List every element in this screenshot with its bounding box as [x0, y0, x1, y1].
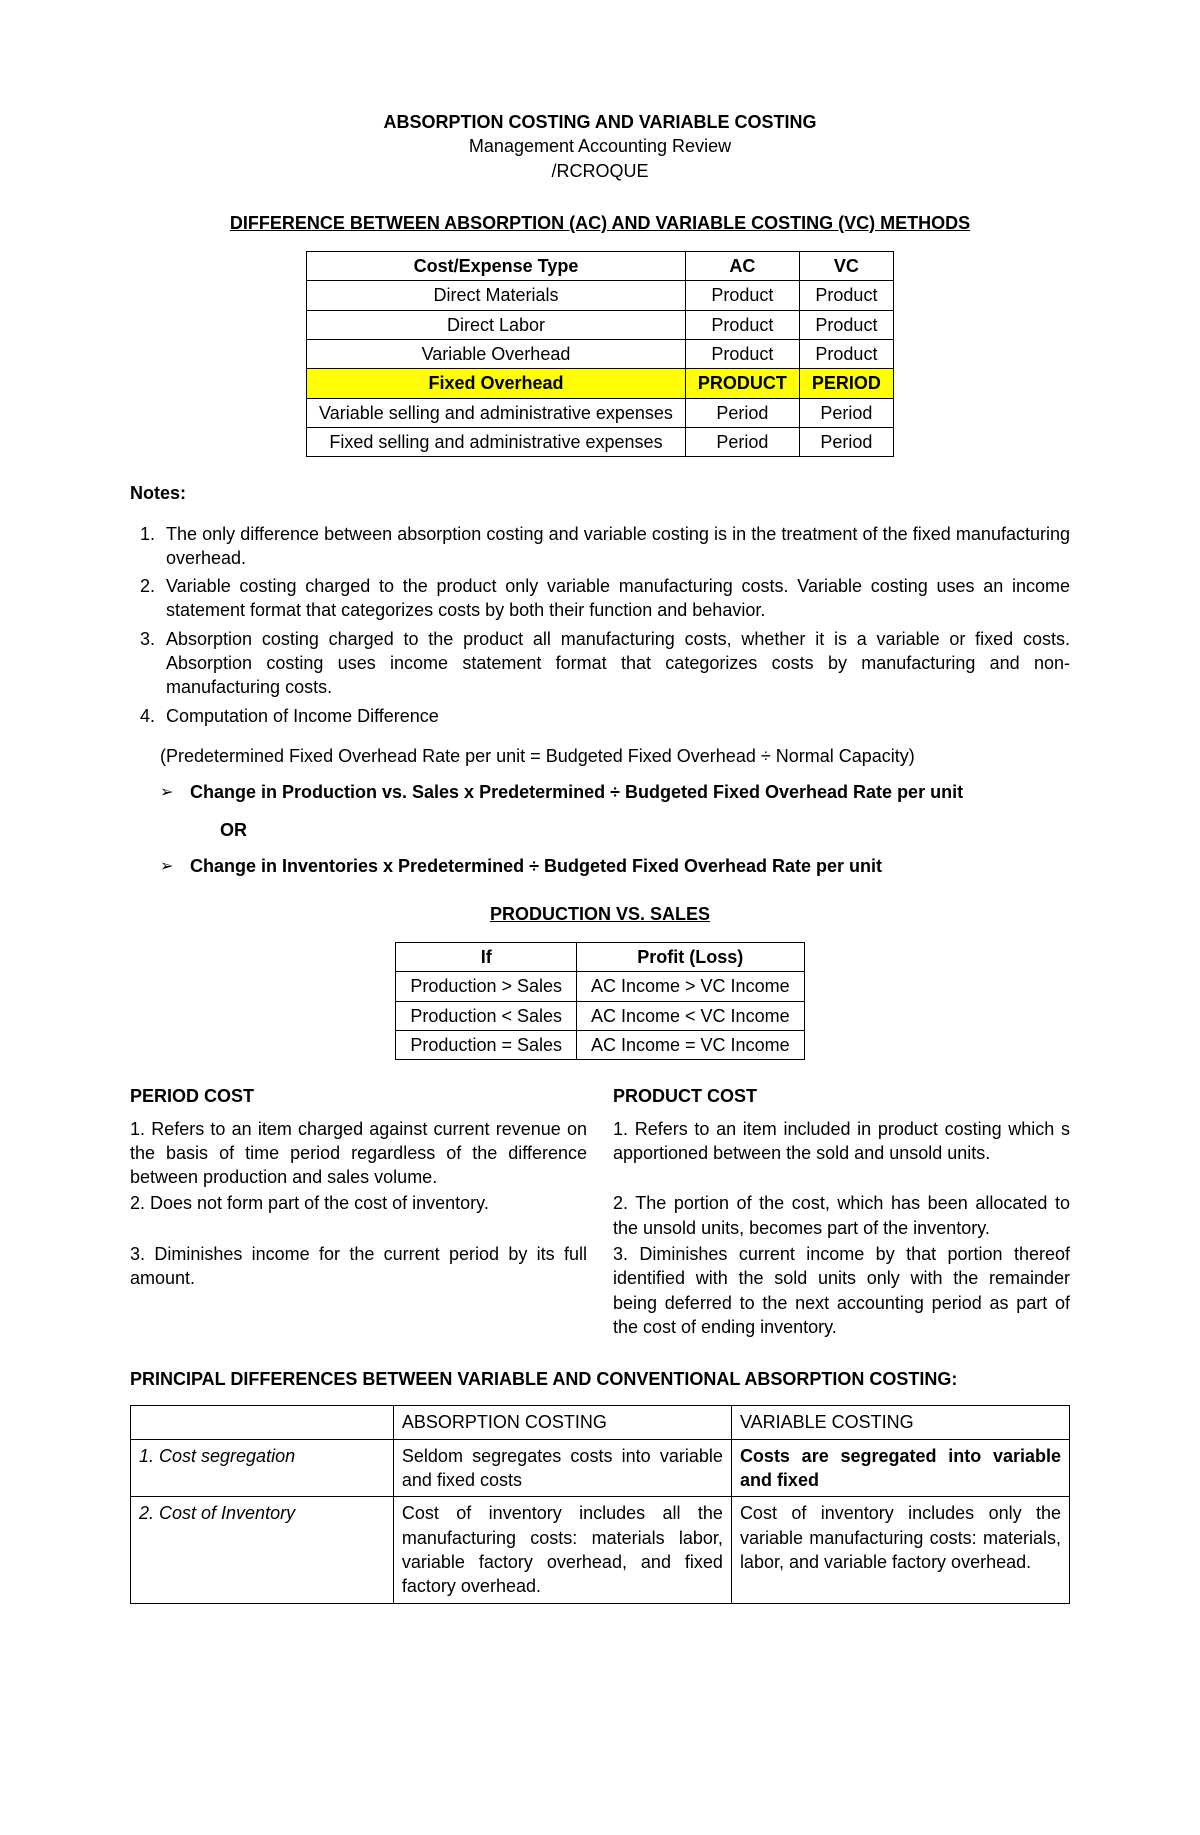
period-cost-item: 1. Refers to an item charged against cur…: [130, 1117, 587, 1190]
cost-type-table: Cost/Expense Type AC VC Direct Materials…: [306, 251, 894, 457]
table-row: Production = Sales AC Income = VC Income: [396, 1030, 804, 1059]
section-heading-difference: DIFFERENCE BETWEEN ABSORPTION (AC) AND V…: [130, 211, 1070, 235]
cell: Product: [799, 310, 893, 339]
notes-label: Notes:: [130, 481, 1070, 505]
product-cost-title: PRODUCT COST: [613, 1084, 1070, 1108]
note-item: Absorption costing charged to the produc…: [160, 627, 1070, 700]
cell: 2. Cost of Inventory: [131, 1497, 394, 1603]
cell: Period: [685, 427, 799, 456]
cell: AC Income < VC Income: [577, 1001, 805, 1030]
or-label: OR: [220, 818, 1070, 842]
col-header: [131, 1406, 394, 1439]
period-cost-item: 3. Diminishes income for the current per…: [130, 1242, 587, 1339]
section-heading-principal: PRINCIPAL DIFFERENCES BETWEEN VARIABLE A…: [130, 1367, 1070, 1391]
cell: Direct Labor: [307, 310, 686, 339]
document-page: ABSORPTION COSTING AND VARIABLE COSTING …: [0, 0, 1200, 1744]
arrow-icon: ➢: [160, 780, 190, 806]
cell: Production < Sales: [396, 1001, 577, 1030]
cell: Product: [685, 281, 799, 310]
cost-item-row: 2. Does not form part of the cost of inv…: [130, 1191, 1070, 1240]
table-row: Direct Labor Product Product: [307, 310, 894, 339]
product-cost-item: 1. Refers to an item included in product…: [613, 1117, 1070, 1190]
cost-items-block: 1. Refers to an item charged against cur…: [130, 1117, 1070, 1340]
cell: PRODUCT: [685, 369, 799, 398]
cell: Cost of inventory includes only the vari…: [731, 1497, 1069, 1603]
table-row: Production > Sales AC Income > VC Income: [396, 972, 804, 1001]
table-row-highlight: Fixed Overhead PRODUCT PERIOD: [307, 369, 894, 398]
notes-list: The only difference between absorption c…: [130, 522, 1070, 728]
note-item: Computation of Income Difference: [160, 704, 1070, 728]
note-item: Variable costing charged to the product …: [160, 574, 1070, 623]
cell: Production > Sales: [396, 972, 577, 1001]
cell: 1. Cost segregation: [131, 1439, 394, 1497]
period-cost-item: 2. Does not form part of the cost of inv…: [130, 1191, 587, 1240]
cell: Product: [685, 340, 799, 369]
title-block: ABSORPTION COSTING AND VARIABLE COSTING …: [130, 110, 1070, 183]
col-header: VARIABLE COSTING: [731, 1406, 1069, 1439]
cell: Costs are segregated into variable and f…: [731, 1439, 1069, 1497]
col-header: If: [396, 943, 577, 972]
col-header: Profit (Loss): [577, 943, 805, 972]
cell: Direct Materials: [307, 281, 686, 310]
bullet-item: ➢ Change in Production vs. Sales x Prede…: [160, 780, 1070, 806]
cell: Period: [799, 427, 893, 456]
product-cost-item: 2. The portion of the cost, which has be…: [613, 1191, 1070, 1240]
cost-item-row: 3. Diminishes income for the current per…: [130, 1242, 1070, 1339]
doc-subtitle-2: /RCROQUE: [130, 159, 1070, 183]
principal-diff-table: ABSORPTION COSTING VARIABLE COSTING 1. C…: [130, 1405, 1070, 1603]
table-row: Variable Overhead Product Product: [307, 340, 894, 369]
product-cost-item: 3. Diminishes current income by that por…: [613, 1242, 1070, 1339]
bullet-item: ➢ Change in Inventories x Predetermined …: [160, 854, 1070, 880]
table-row: Direct Materials Product Product: [307, 281, 894, 310]
table-row: Fixed selling and administrative expense…: [307, 427, 894, 456]
table-header-row: ABSORPTION COSTING VARIABLE COSTING: [131, 1406, 1070, 1439]
col-header: AC: [685, 252, 799, 281]
section-heading-prod-sales: PRODUCTION VS. SALES: [130, 902, 1070, 926]
cell: AC Income = VC Income: [577, 1030, 805, 1059]
arrow-icon: ➢: [160, 854, 190, 880]
cell: Period: [799, 398, 893, 427]
product-cost-col: PRODUCT COST: [613, 1084, 1070, 1112]
table-row: 2. Cost of Inventory Cost of inventory i…: [131, 1497, 1070, 1603]
bullet-list: ➢ Change in Production vs. Sales x Prede…: [160, 780, 1070, 879]
cell: Fixed selling and administrative expense…: [307, 427, 686, 456]
prod-sales-table: If Profit (Loss) Production > Sales AC I…: [395, 942, 804, 1060]
table-row: Variable selling and administrative expe…: [307, 398, 894, 427]
table-header-row: Cost/Expense Type AC VC: [307, 252, 894, 281]
cell: Fixed Overhead: [307, 369, 686, 398]
cell: Variable Overhead: [307, 340, 686, 369]
note-item: The only difference between absorption c…: [160, 522, 1070, 571]
formula-note: (Predetermined Fixed Overhead Rate per u…: [160, 744, 1070, 768]
cost-columns: PERIOD COST PRODUCT COST: [130, 1084, 1070, 1112]
bullet-text: Change in Inventories x Predetermined ÷ …: [190, 854, 1070, 878]
cell: Product: [685, 310, 799, 339]
cell: Product: [799, 281, 893, 310]
cell: Period: [685, 398, 799, 427]
table-header-row: If Profit (Loss): [396, 943, 804, 972]
cell: Seldom segregates costs into variable an…: [393, 1439, 731, 1497]
doc-title: ABSORPTION COSTING AND VARIABLE COSTING: [130, 110, 1070, 134]
col-header: VC: [799, 252, 893, 281]
period-cost-col: PERIOD COST: [130, 1084, 587, 1112]
cell: AC Income > VC Income: [577, 972, 805, 1001]
cell: Variable selling and administrative expe…: [307, 398, 686, 427]
table-row: 1. Cost segregation Seldom segregates co…: [131, 1439, 1070, 1497]
doc-subtitle-1: Management Accounting Review: [130, 134, 1070, 158]
cell: Product: [799, 340, 893, 369]
cell: PERIOD: [799, 369, 893, 398]
cell: Cost of inventory includes all the manuf…: [393, 1497, 731, 1603]
col-header: Cost/Expense Type: [307, 252, 686, 281]
table-row: Production < Sales AC Income < VC Income: [396, 1001, 804, 1030]
cost-item-row: 1. Refers to an item charged against cur…: [130, 1117, 1070, 1190]
cell: Production = Sales: [396, 1030, 577, 1059]
col-header: ABSORPTION COSTING: [393, 1406, 731, 1439]
period-cost-title: PERIOD COST: [130, 1084, 587, 1108]
bullet-text: Change in Production vs. Sales x Predete…: [190, 780, 1070, 804]
